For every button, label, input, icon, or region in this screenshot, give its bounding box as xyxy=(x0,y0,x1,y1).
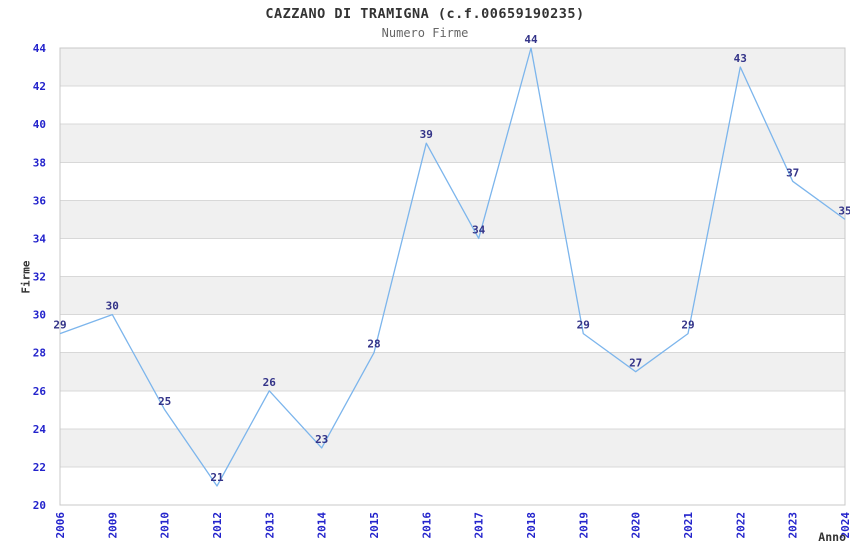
data-label: 25 xyxy=(158,395,171,408)
x-tick-label: 2018 xyxy=(525,512,538,539)
data-label: 44 xyxy=(524,33,538,46)
data-label: 29 xyxy=(577,319,590,332)
x-tick-label: 2024 xyxy=(839,512,850,539)
x-tick-label: 2009 xyxy=(106,512,119,539)
x-tick-label: 2014 xyxy=(316,512,329,539)
x-tick-label: 2023 xyxy=(787,512,800,539)
series-line xyxy=(59,47,846,487)
x-tick-label: 2012 xyxy=(211,512,224,539)
data-label: 28 xyxy=(367,338,380,351)
plot-border xyxy=(59,47,846,506)
data-label: 27 xyxy=(629,357,642,370)
plot-band xyxy=(60,428,845,467)
y-tick-label: 42 xyxy=(33,80,46,93)
y-tick-label: 32 xyxy=(33,271,46,284)
data-label: 43 xyxy=(734,52,747,65)
y-tick-label: 44 xyxy=(33,42,47,55)
y-tick-label: 30 xyxy=(33,309,46,322)
data-label: 37 xyxy=(786,166,799,179)
x-tick-label: 2006 xyxy=(54,512,67,539)
y-tick-label: 40 xyxy=(33,118,46,131)
plot-band xyxy=(60,200,845,239)
x-tick-label: 2015 xyxy=(368,512,381,539)
plot-band xyxy=(60,124,845,163)
x-tick-label: 2021 xyxy=(682,512,695,539)
y-tick-label: 38 xyxy=(33,156,46,169)
chart-title: CAZZANO DI TRAMIGNA (c.f.00659190235) xyxy=(265,6,585,22)
y-tick-label: 26 xyxy=(33,385,47,398)
data-label: 34 xyxy=(472,223,486,236)
y-tick-label: 34 xyxy=(33,232,47,245)
y-tick-label: 36 xyxy=(33,194,47,207)
plot-band xyxy=(60,48,845,87)
x-axis-title: Anno xyxy=(818,530,846,544)
x-tick-label: 2010 xyxy=(159,512,172,539)
x-tick-label: 2017 xyxy=(473,512,486,539)
data-label: 29 xyxy=(681,319,694,332)
data-label: 29 xyxy=(53,319,66,332)
x-tick-label: 2019 xyxy=(577,512,590,539)
x-tick-label: 2022 xyxy=(734,512,747,539)
data-label: 30 xyxy=(106,300,119,313)
y-tick-label: 24 xyxy=(33,423,47,436)
data-label: 35 xyxy=(838,204,850,217)
x-tick-label: 2013 xyxy=(263,512,276,539)
y-tick-label: 20 xyxy=(33,499,46,512)
data-label: 39 xyxy=(420,128,433,141)
chart-subtitle: Numero Firme xyxy=(381,26,469,40)
plot-band xyxy=(60,352,845,391)
y-tick-label: 22 xyxy=(33,461,46,474)
data-label: 21 xyxy=(210,471,224,484)
plot-band xyxy=(60,276,845,315)
data-label: 23 xyxy=(315,433,328,446)
data-label: 26 xyxy=(263,376,277,389)
y-tick-label: 28 xyxy=(33,347,46,360)
x-tick-label: 2020 xyxy=(630,512,643,539)
x-tick-label: 2016 xyxy=(420,512,433,539)
